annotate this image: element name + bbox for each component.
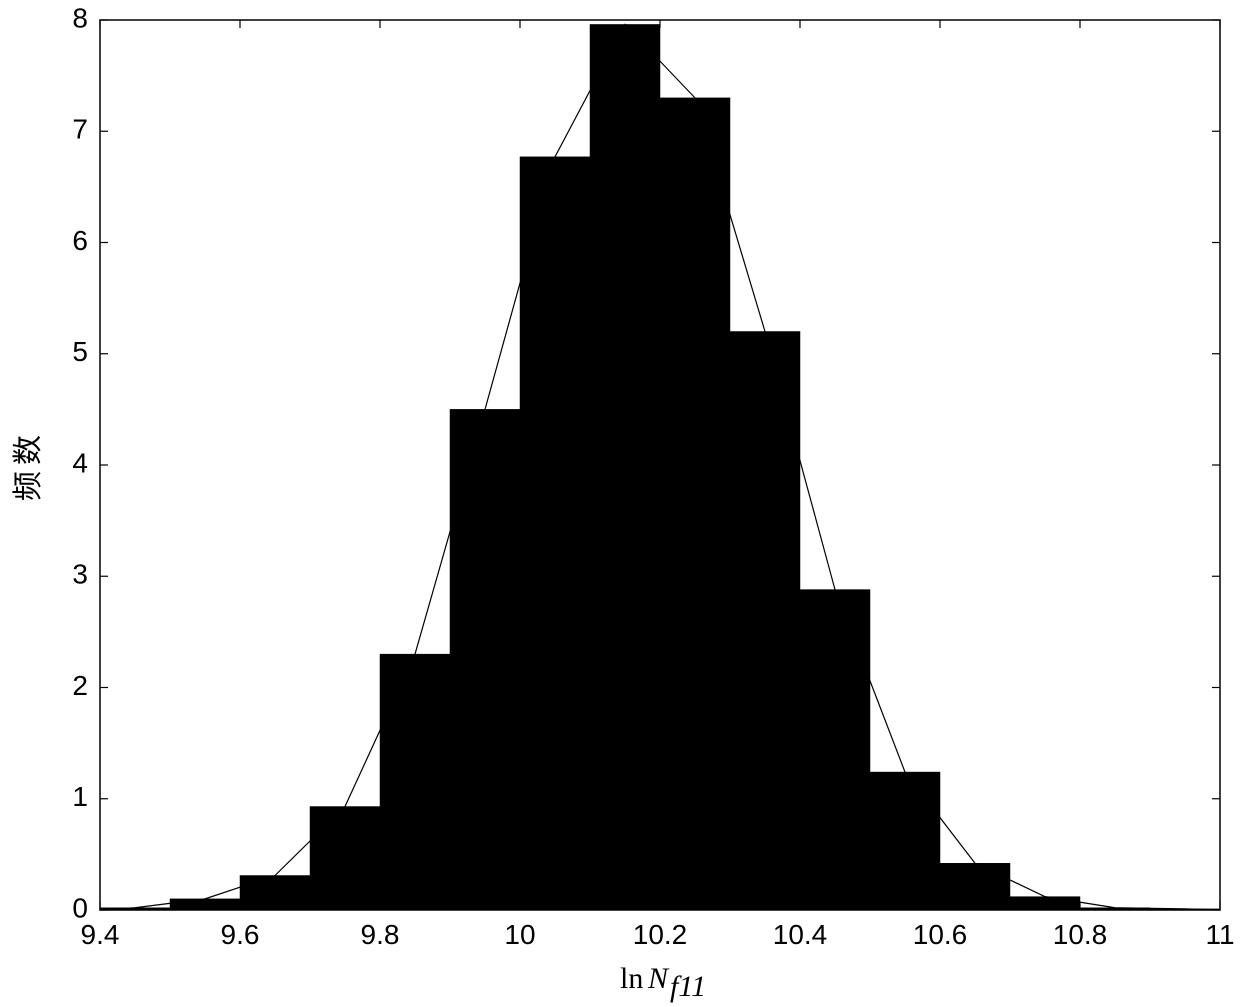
xtick-label: 10.2 bbox=[633, 919, 688, 950]
xlabel-prefix: ln bbox=[620, 962, 643, 995]
xtick-label: 10 bbox=[504, 919, 535, 950]
histogram-bar bbox=[380, 654, 450, 910]
histogram-chart: 0123456789.49.69.81010.210.410.610.811频数… bbox=[0, 0, 1240, 1007]
histogram-bar bbox=[310, 807, 380, 910]
x-axis-label: lnNf11 bbox=[620, 962, 706, 1003]
xtick-label: 11 bbox=[1205, 919, 1234, 950]
y-axis-label: 频数 bbox=[12, 429, 45, 501]
histogram-bar bbox=[590, 24, 660, 910]
histogram-bar bbox=[940, 863, 1010, 910]
ytick-label: 5 bbox=[72, 336, 88, 367]
ytick-label: 3 bbox=[72, 559, 88, 590]
histogram-bar bbox=[1010, 897, 1080, 910]
ytick-label: 4 bbox=[72, 447, 88, 478]
histogram-bar bbox=[520, 157, 590, 910]
ytick-label: 7 bbox=[72, 114, 88, 145]
ytick-label: 1 bbox=[72, 781, 88, 812]
xtick-label: 10.4 bbox=[773, 919, 828, 950]
histogram-bar bbox=[170, 899, 240, 910]
xtick-label: 9.8 bbox=[361, 919, 400, 950]
histogram-bar bbox=[450, 409, 520, 910]
histogram-bar bbox=[660, 98, 730, 910]
xtick-label: 10.8 bbox=[1053, 919, 1108, 950]
xlabel-sub: f11 bbox=[670, 970, 706, 1003]
histogram-bar bbox=[240, 876, 310, 910]
histogram-bar bbox=[800, 590, 870, 910]
chart-svg: 0123456789.49.69.81010.210.410.610.811频数… bbox=[0, 0, 1240, 1007]
xtick-label: 9.6 bbox=[221, 919, 260, 950]
xtick-label: 10.6 bbox=[913, 919, 968, 950]
histogram-bar bbox=[870, 772, 940, 910]
histogram-bar bbox=[730, 332, 800, 911]
xtick-label: 9.4 bbox=[81, 919, 120, 950]
ytick-label: 2 bbox=[72, 670, 88, 701]
xlabel-var: N bbox=[647, 962, 670, 995]
ytick-label: 6 bbox=[72, 225, 88, 256]
ytick-label: 8 bbox=[72, 2, 88, 33]
